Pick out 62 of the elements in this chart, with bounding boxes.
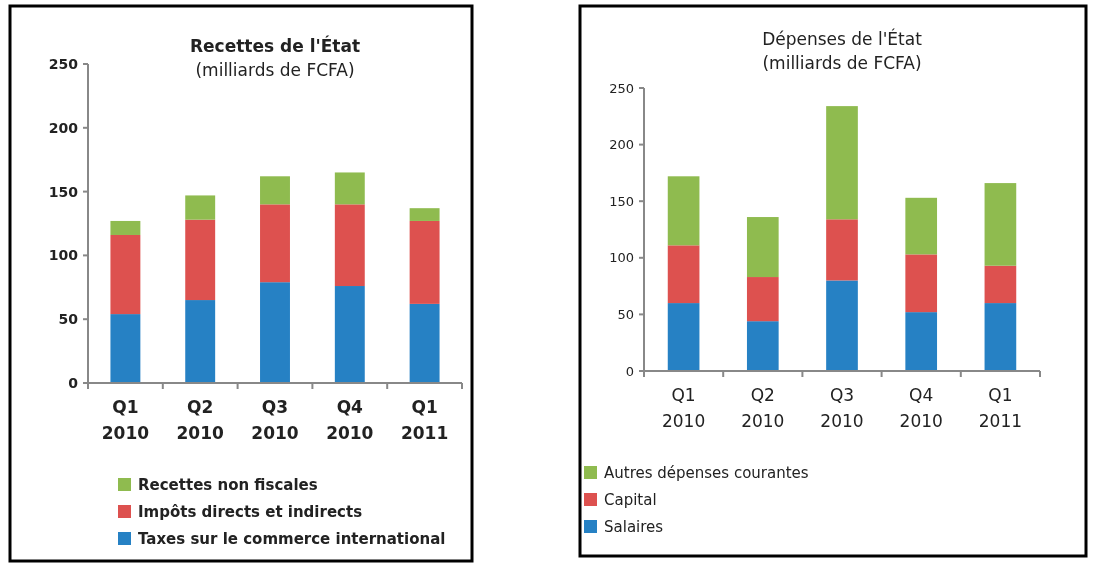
bar [260,176,290,205]
bar [185,219,216,301]
bar [334,172,365,205]
x-tick-label: Q2 2010 [176,397,225,443]
legend-label: Taxes sur le commerce international [138,530,446,549]
bar [260,282,290,383]
bar [905,197,938,255]
bar [409,220,440,304]
bar [826,219,858,281]
y-tick-label: 150 [48,183,79,200]
legend-label: Recettes non fiscales [138,476,318,495]
chart-subtitle: (milliards de FCFA) [762,53,922,73]
bar [260,204,290,283]
legend-label: Salaires [604,518,664,537]
bar [826,106,858,220]
bar [667,245,700,304]
bar [185,195,216,220]
bar [667,303,700,371]
y-tick-label: 150 [609,193,634,209]
y-tick-label: 250 [48,55,79,72]
y-tick-label: 200 [609,137,634,153]
legend-label: Impôts directs et indirects [138,503,363,522]
y-tick-label: 100 [48,247,79,264]
bar [826,280,858,371]
bar [110,220,141,235]
x-tick-label: Q1 2011 [978,385,1023,431]
bar [334,204,365,287]
y-tick-label: 50 [617,306,634,322]
x-tick-label: Q2 2010 [741,385,785,431]
x-tick-label: Q1 2010 [101,397,150,443]
y-tick-label: 50 [58,311,79,328]
x-tick-label: Q3 2010 [820,385,864,431]
x-tick-label: Q3 2010 [251,397,299,443]
bar [409,208,440,221]
legend-label: Capital [604,491,657,510]
y-tick-label: 0 [68,374,79,391]
y-tick-label: 250 [609,80,634,96]
x-tick-label: Q4 2010 [899,385,943,431]
bar [984,303,1017,371]
bar [334,286,365,383]
bar [667,176,700,246]
bar [746,217,779,278]
x-tick-label: Q4 2010 [326,397,374,443]
x-tick-label: Q1 2011 [400,397,449,443]
chart-title: Dépenses de l'État [762,28,923,49]
y-tick-label: 200 [48,119,79,136]
bar [185,300,216,383]
legend-label: Autres dépenses courantes [604,464,809,483]
bar [746,321,779,371]
x-tick-label: Q1 2010 [661,385,706,431]
chart-title: Recettes de l'État [189,35,361,56]
bar [984,265,1017,304]
bar [110,314,141,383]
bar [746,277,779,322]
bar [905,254,938,313]
bar [110,234,141,315]
bar [984,183,1017,266]
bar [905,312,938,371]
y-tick-label: 100 [609,250,634,266]
chart-subtitle: (milliards de FCFA) [195,60,355,80]
bar [409,303,440,383]
y-tick-label: 0 [625,363,634,379]
